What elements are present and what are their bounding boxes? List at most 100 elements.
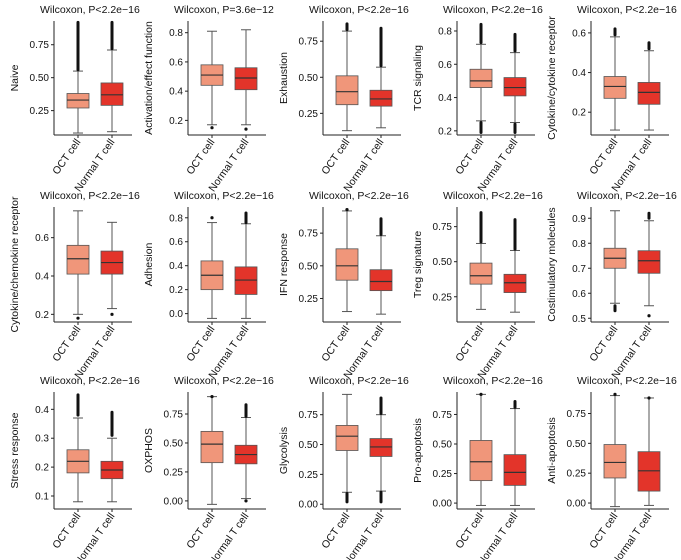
box-normal-t-cell	[369, 217, 393, 315]
panel-title: Wilcoxon, P<2.2e−16	[309, 4, 409, 16]
box-oct-cell	[603, 210, 627, 313]
y-tick-label: 0.75	[433, 222, 453, 233]
y-tick-label: 0.9	[572, 214, 586, 225]
box-oct-cell	[200, 216, 224, 319]
y-tick-label: 0.4	[169, 261, 183, 272]
panel-title: Wilcoxon, P<2.2e−16	[309, 190, 409, 202]
panel-8: Wilcoxon, P<2.2e−16 0.25 0.50 0.75 IFN respo…	[278, 190, 409, 381]
box-normal-t-cell	[100, 410, 124, 503]
box-oct-cell	[603, 27, 627, 131]
iqr-box	[200, 430, 224, 464]
iqr-box	[469, 68, 493, 88]
y-axis-label: Pro-apoptosis	[412, 418, 424, 483]
iqr-box	[335, 75, 359, 106]
box-normal-t-cell	[503, 32, 527, 135]
y-tick-label: 0.75	[567, 409, 587, 420]
panel-title: Wilcoxon, P<2.2e−16	[40, 4, 140, 16]
outlier-point	[613, 392, 617, 396]
y-tick-label: 0.6	[572, 289, 586, 300]
outlier-point	[647, 314, 651, 318]
y-tick-label: 0.75	[164, 410, 184, 421]
y-tick-label: 0.6	[169, 57, 183, 68]
panel-title: Wilcoxon, P<2.2e−16	[40, 190, 140, 202]
iqr-box	[503, 273, 527, 293]
box-normal-t-cell	[637, 41, 661, 131]
iqr-box	[503, 454, 527, 486]
y-tick-label: 0.1	[35, 492, 49, 503]
y-tick-label: 0.00	[299, 500, 319, 511]
y-axis-label: Glycolysis	[278, 427, 290, 474]
y-tick-label: 0.2	[35, 463, 49, 474]
iqr-box	[503, 77, 527, 97]
outlier-point	[244, 499, 248, 503]
y-tick-label: 0.4	[35, 272, 49, 283]
x-tick-label: OCT cell	[184, 324, 217, 364]
iqr-box	[369, 89, 393, 107]
outlier-point	[647, 396, 651, 400]
panel-12: Wilcoxon, P<2.2e−16 0.00 0.25 0.50 0.75 OXPHO…	[143, 375, 274, 560]
box-normal-t-cell	[503, 218, 527, 313]
iqr-box	[637, 82, 661, 105]
outlier-point	[479, 392, 483, 396]
x-tick-label: OCT cell	[453, 511, 486, 551]
iqr-box	[66, 93, 90, 109]
panel-15: Wilcoxon, P<2.2e−16 0.00 0.25 0.50 0.75 Anti-…	[546, 375, 677, 560]
box-normal-t-cell	[369, 396, 393, 504]
box-normal-t-cell	[234, 211, 258, 319]
panel-7: Wilcoxon, P<2.2e−16 0.0 0.2 0.4 0.6 0.8 Adhesi…	[143, 190, 274, 381]
box-normal-t-cell	[234, 29, 258, 131]
y-tick-label: 0.2	[35, 310, 49, 321]
y-tick-label: 0.75	[433, 410, 453, 421]
box-oct-cell	[335, 393, 359, 504]
x-tick-label: OCT cell	[184, 137, 217, 177]
panel-4: Wilcoxon, P<2.2e−16 0.2 0.4 0.6 0.8 TCR signa…	[412, 4, 543, 194]
panel-1: Wilcoxon, P<2.2e−16 0.25 0.50 0.75 Naive OCT …	[9, 4, 140, 194]
iqr-box	[469, 262, 493, 285]
y-tick-label: 0.50	[299, 73, 319, 84]
panel-title: Wilcoxon, P<2.2e−16	[577, 190, 677, 202]
y-tick-label: 0.50	[164, 438, 184, 449]
y-tick-label: 0.25	[299, 470, 319, 481]
x-tick-label: OCT cell	[319, 511, 352, 551]
x-tick-label: OCT cell	[453, 324, 486, 364]
iqr-box	[335, 425, 359, 451]
y-axis-label: Treg signature	[412, 231, 424, 298]
x-tick-label: OCT cell	[319, 324, 352, 364]
iqr-box	[100, 82, 124, 106]
y-tick-label: 0.6	[572, 28, 586, 39]
y-axis-label: Cytokine/chemokine receptor	[9, 196, 21, 332]
y-tick-label: 0.4	[169, 87, 183, 98]
y-tick-label: 0.4	[438, 93, 452, 104]
panel-title: Wilcoxon, P=3.6e−12	[174, 4, 274, 16]
y-tick-label: 0.7	[572, 264, 586, 275]
y-tick-label: 0.6	[438, 60, 452, 71]
y-tick-label: 0.50	[567, 439, 587, 450]
y-axis-label: Cytokine/cytokine receptor	[546, 16, 558, 140]
y-tick-label: 0.00	[164, 496, 184, 507]
y-axis-label: Costimulatory molecules	[546, 207, 558, 321]
x-tick-label: OCT cell	[50, 137, 83, 177]
x-tick-label: OCT cell	[50, 511, 83, 551]
y-tick-label: 0.8	[572, 239, 586, 250]
box-oct-cell	[66, 210, 90, 320]
box-oct-cell	[200, 30, 224, 130]
x-tick-label: OCT cell	[319, 137, 352, 177]
panel-14: Wilcoxon, P<2.2e−16 0.00 0.25 0.50 0.75 Pro-a…	[412, 375, 543, 560]
y-axis-label: Exhaustion	[278, 52, 290, 104]
x-tick-label: OCT cell	[184, 511, 217, 551]
y-tick-label: 0.25	[433, 469, 453, 480]
panel-2: Wilcoxon, P=3.6e−12 0.2 0.4 0.6 0.8 Activatio…	[143, 4, 274, 194]
panel-6: Wilcoxon, P<2.2e−16 0.2 0.4 0.6 Cytokine/che…	[9, 190, 140, 381]
y-tick-label: 0.25	[567, 469, 587, 480]
y-tick-label: 0.75	[30, 40, 50, 51]
box-normal-t-cell	[234, 403, 258, 503]
box-normal-t-cell	[637, 396, 661, 506]
x-tick-label: OCT cell	[587, 324, 620, 364]
panel-3: Wilcoxon, P<2.2e−16 0.25 0.50 0.75 Exhaustio…	[278, 4, 409, 194]
x-tick-label: OCT cell	[50, 324, 83, 364]
panel-13: Wilcoxon, P<2.2e−16 0.00 0.25 0.50 0.75 Glyco…	[278, 375, 409, 560]
y-tick-label: 0.6	[35, 233, 49, 244]
box-normal-t-cell	[100, 221, 124, 316]
outlier-point	[110, 312, 114, 316]
y-tick-label: 0.50	[433, 257, 453, 268]
